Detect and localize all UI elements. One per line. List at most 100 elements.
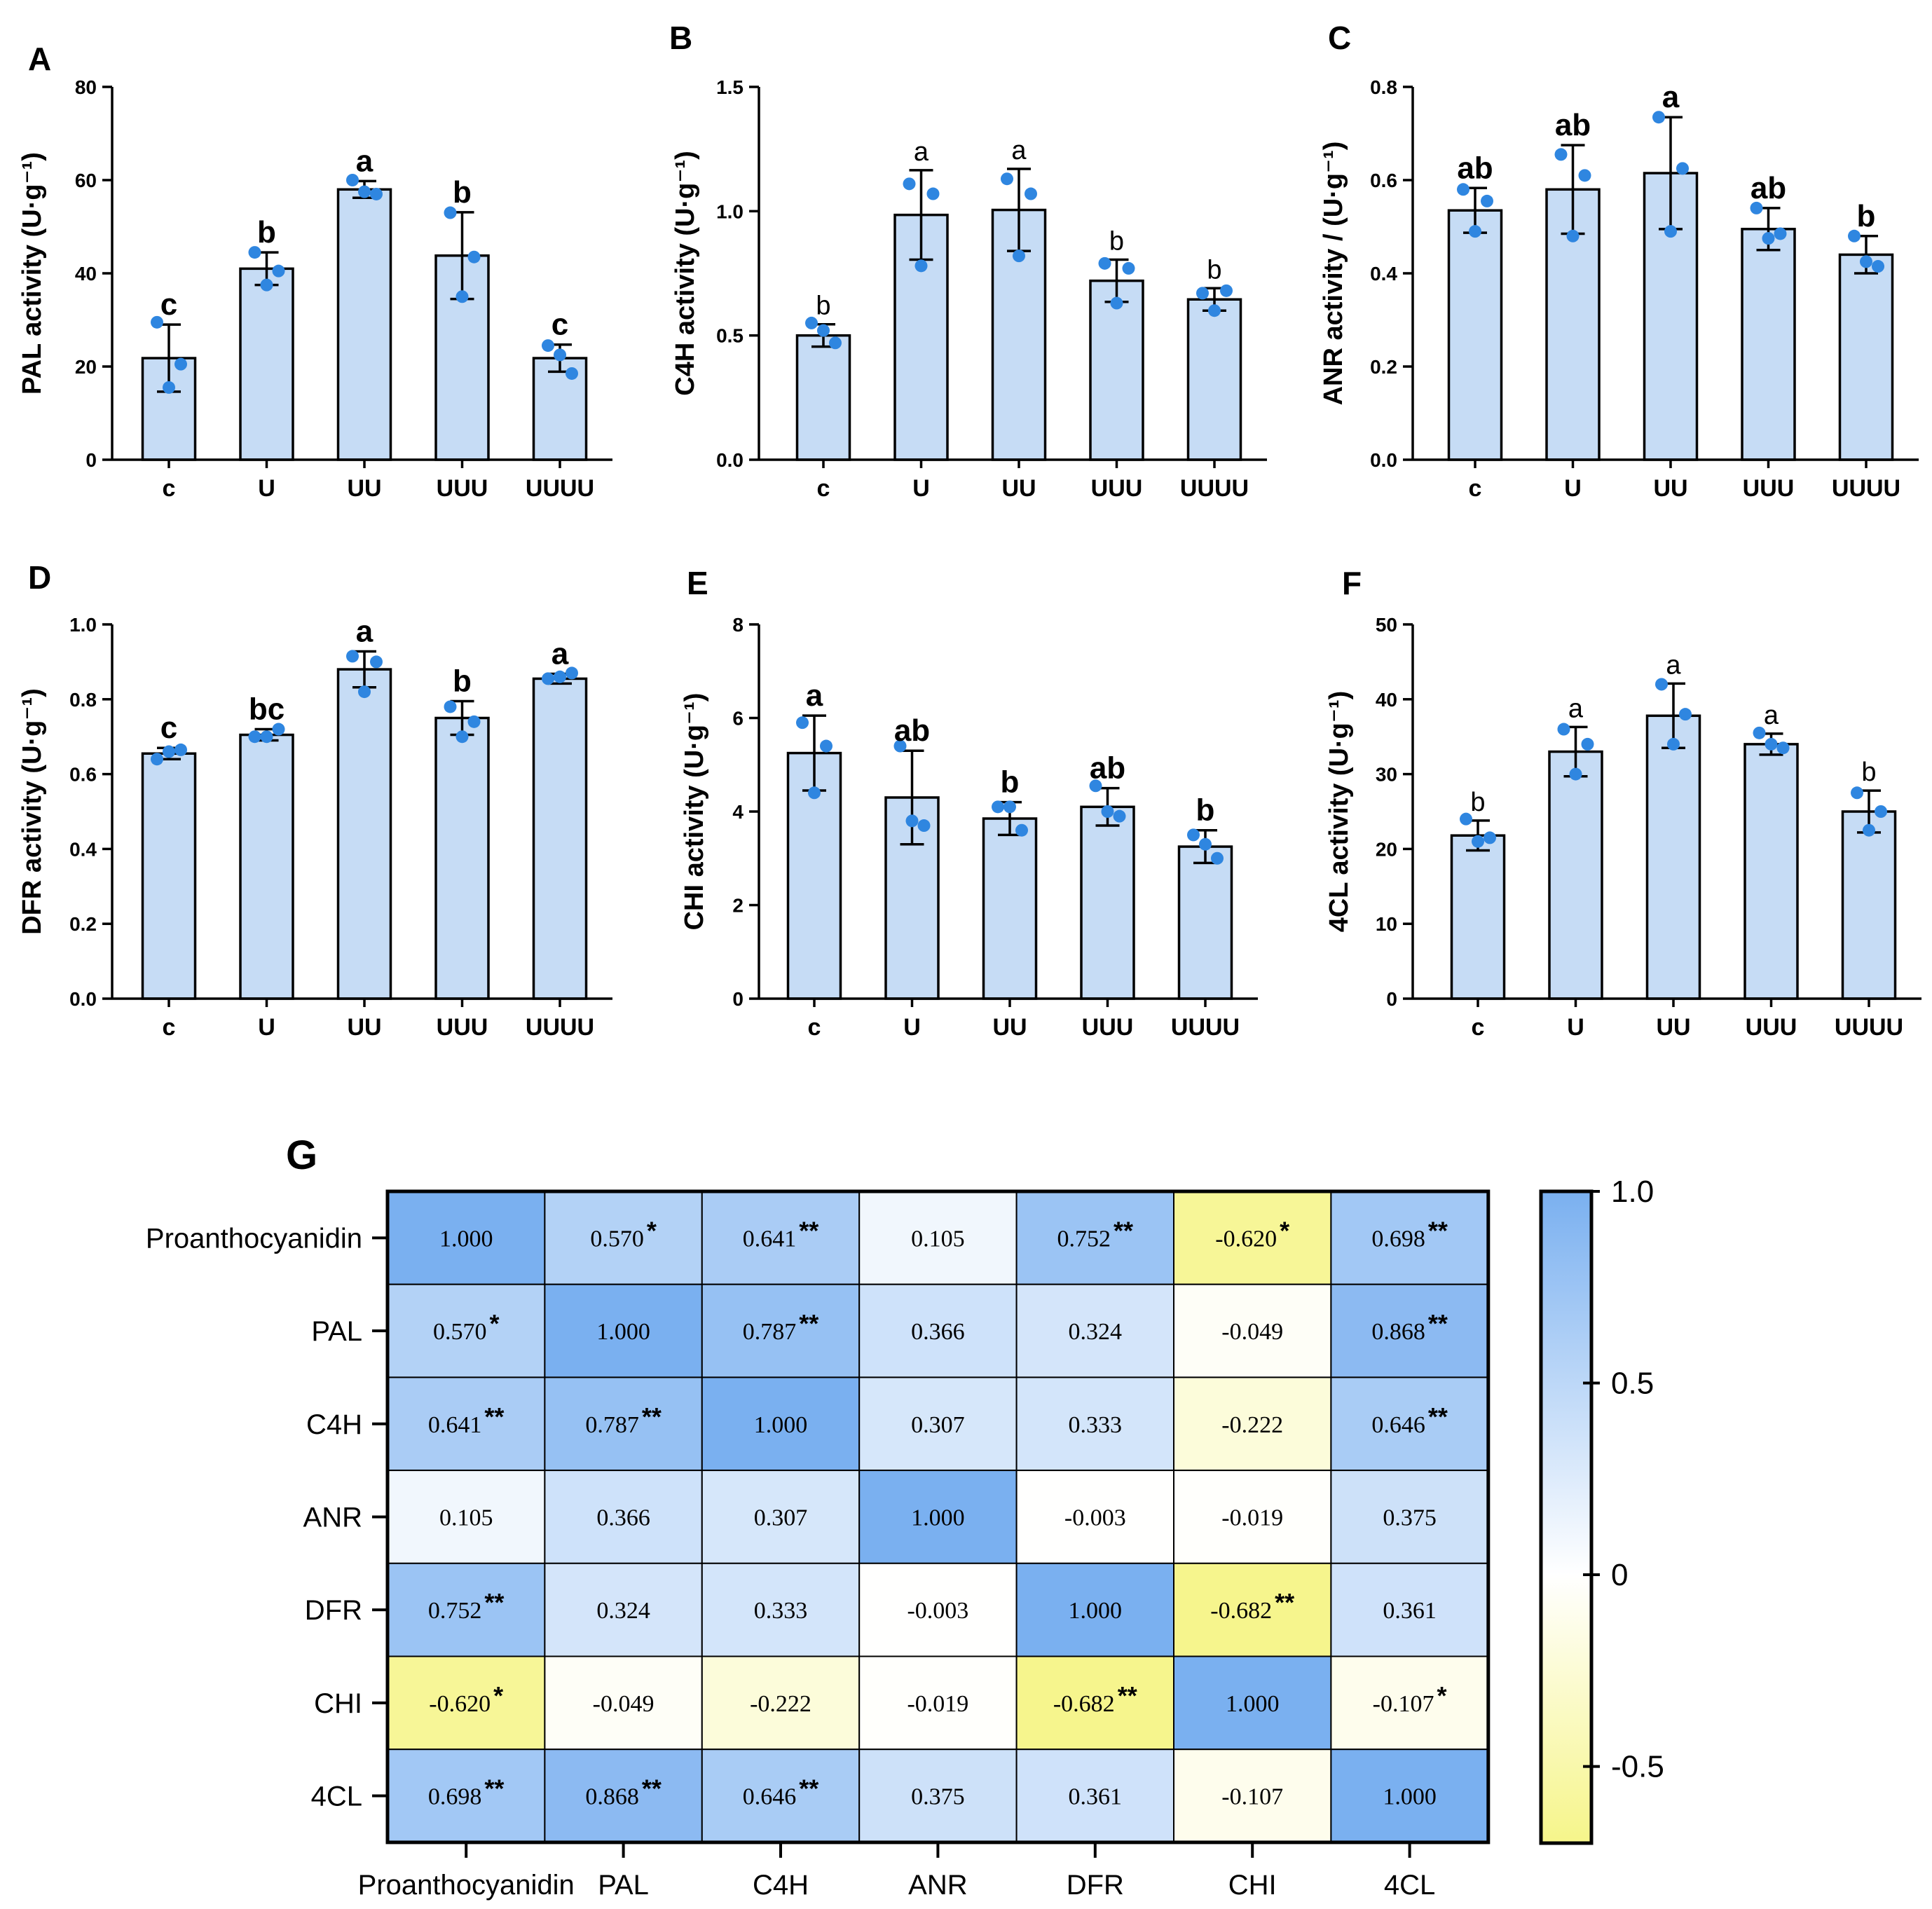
data-point: [1679, 708, 1692, 721]
x-tick-label: c: [163, 475, 176, 502]
y-tick-label: 50: [1376, 614, 1397, 636]
panel-label: C: [1328, 20, 1351, 56]
data-point: [566, 666, 578, 680]
data-point: [1098, 256, 1111, 270]
heatmap-cell: [858, 1376, 1018, 1472]
significance-stars: **: [642, 1402, 662, 1431]
col-label: DFR: [1067, 1870, 1124, 1901]
bar: [336, 188, 392, 461]
heatmap-cell: [387, 1376, 546, 1472]
data-point: [914, 259, 928, 273]
y-tick-label: 0.6: [69, 764, 97, 786]
panel-label: G: [286, 1133, 317, 1178]
colorbar-tick-label: -0.5: [1611, 1750, 1664, 1784]
x-tick-label: c: [1472, 1014, 1485, 1041]
cell-value: 1.000: [911, 1505, 965, 1531]
heatmap-cell: [1015, 1655, 1174, 1751]
y-tick-label: 20: [1376, 838, 1397, 860]
heatmap-cell: [1015, 1283, 1174, 1378]
y-tick-label: 0.8: [69, 689, 97, 711]
cell-value: 0.105: [439, 1505, 493, 1531]
x-tick-label: UUUU: [526, 1014, 594, 1041]
cell-value: 1.000: [439, 1226, 493, 1252]
cell-value: -0.019: [1221, 1505, 1283, 1531]
data-point: [1469, 225, 1481, 238]
significance-stars: **: [799, 1309, 818, 1338]
significance-stars: *: [1280, 1216, 1289, 1245]
significance-letter: a: [914, 137, 929, 167]
cell-value: 0.366: [911, 1319, 965, 1345]
data-point: [1566, 229, 1580, 242]
x-tick-label: U: [258, 475, 275, 502]
x-tick-label: UUUU: [1835, 1014, 1903, 1041]
row-label: CHI: [314, 1688, 362, 1719]
data-point: [1863, 823, 1875, 837]
heatmap-cell: [1015, 1191, 1174, 1285]
panel-F: F 4CL activity (U·g⁻¹) b c a Ua UU a UUU b UUUU 0 10…: [1324, 565, 1921, 1041]
data-point: [1187, 828, 1200, 842]
bar: [434, 254, 490, 461]
data-point: [1851, 786, 1863, 800]
y-tick-label: 6: [732, 708, 744, 730]
bar: [1186, 298, 1242, 461]
data-point: [1211, 851, 1224, 865]
heatmap-cell: [701, 1470, 861, 1564]
heatmap-cell: [1173, 1655, 1332, 1751]
significance-letter: a: [1666, 650, 1681, 680]
bar: [1450, 834, 1506, 1000]
heatmap-cell: [858, 1655, 1018, 1751]
significance-letter: b: [1109, 226, 1124, 256]
x-tick-label: c: [808, 1014, 821, 1041]
significance-stars: **: [484, 1774, 504, 1803]
significance-stars: **: [1428, 1402, 1448, 1431]
data-point: [1484, 831, 1496, 844]
y-tick-label: 0.0: [69, 988, 97, 1010]
data-point: [163, 381, 175, 394]
cell-value: 1.000: [1069, 1598, 1123, 1624]
data-point: [467, 250, 481, 264]
heatmap-cell: [1015, 1749, 1174, 1843]
y-tick-label: 10: [1376, 913, 1397, 935]
x-tick-label: U: [912, 475, 930, 502]
significance-stars: *: [489, 1309, 499, 1338]
data-point: [1001, 172, 1013, 186]
significance-letter: b: [1207, 255, 1221, 285]
data-point: [1003, 800, 1016, 814]
col-label: Proanthocyanidin: [358, 1870, 575, 1901]
heatmap-cell: [1015, 1376, 1174, 1472]
significance-stars: *: [1437, 1681, 1447, 1710]
data-point: [1013, 249, 1025, 263]
data-point: [796, 716, 809, 730]
bar: [141, 752, 197, 1000]
cell-value: 0.333: [1069, 1412, 1123, 1438]
heatmap-cell: [387, 1749, 546, 1843]
y-axis-title: ANR activity / (U·g⁻¹): [1319, 142, 1348, 406]
significance-letter: c: [551, 308, 568, 342]
data-point: [1472, 835, 1484, 848]
data-point: [1750, 201, 1763, 214]
cell-value: -0.107: [1221, 1784, 1283, 1810]
heatmap-cell: [1330, 1191, 1489, 1285]
panel-E: E CHI activity (U·g⁻¹) a c ab Ub UU ab UUU b UUUU 0…: [680, 565, 1258, 1041]
bar: [1743, 743, 1799, 1000]
data-point: [1110, 296, 1123, 310]
y-axis-title: 4CL activity (U·g⁻¹): [1324, 691, 1354, 933]
bar: [1080, 805, 1135, 1000]
y-tick-label: 40: [1376, 689, 1397, 711]
x-tick-label: UU: [992, 1014, 1027, 1041]
y-tick-label: 0.0: [716, 449, 744, 471]
y-tick-label: 0.6: [1370, 170, 1397, 191]
data-point: [1765, 737, 1778, 751]
significance-letter: a: [806, 678, 823, 713]
data-point: [260, 278, 273, 292]
y-tick-label: 1.0: [69, 614, 97, 636]
data-point: [1569, 767, 1582, 781]
heatmap-cell: [858, 1283, 1018, 1378]
y-tick-label: 80: [75, 76, 97, 98]
panel-label: B: [669, 20, 692, 56]
panel-label: A: [28, 41, 51, 77]
data-point: [1676, 162, 1689, 175]
significance-stars: **: [484, 1402, 504, 1431]
y-tick-label: 0.8: [1370, 76, 1397, 98]
bar: [795, 334, 851, 461]
